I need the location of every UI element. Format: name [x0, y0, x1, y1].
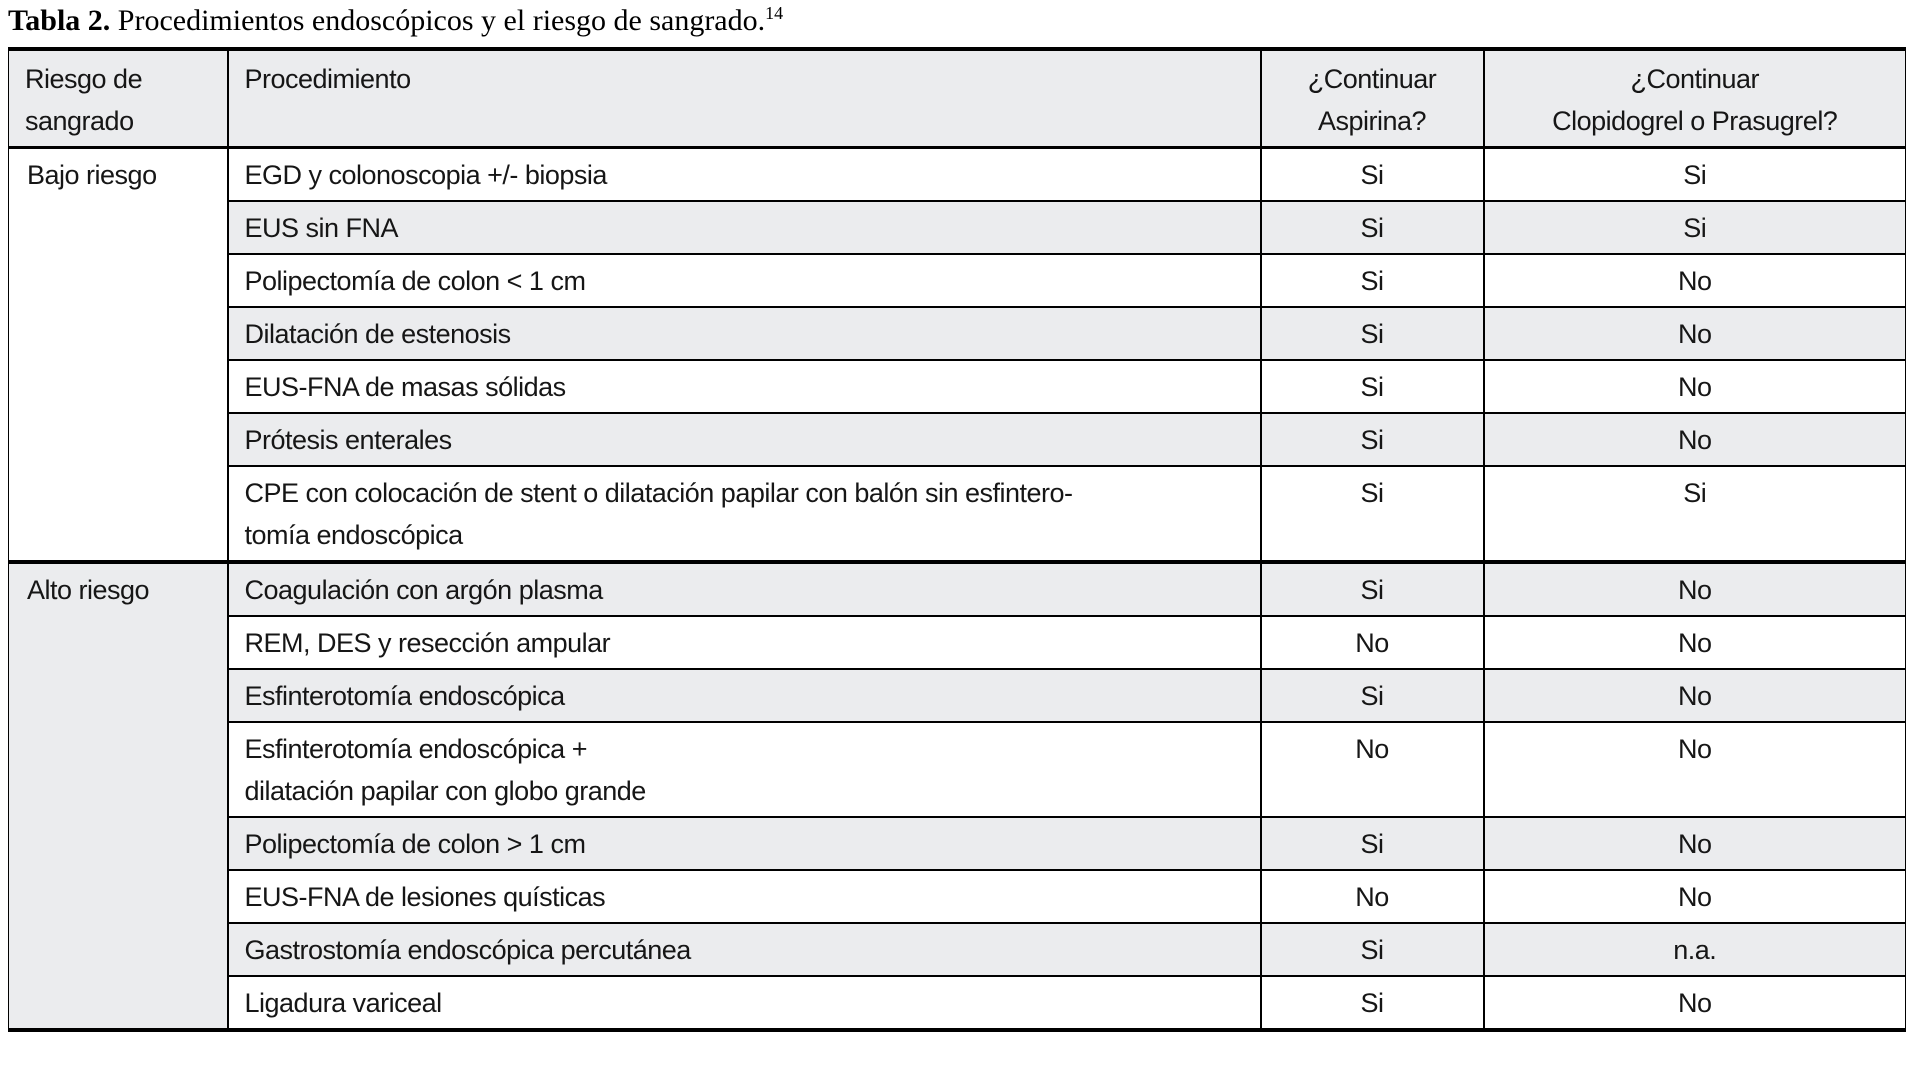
aspirin-cell: No — [1259, 869, 1484, 923]
clopidogrel-cell: No — [1482, 975, 1906, 1030]
column-header-procedure: Procedimiento — [226, 49, 1261, 149]
procedure-cell: Ligadura variceal — [226, 975, 1261, 1030]
table-row: Ligadura variceal Si No — [9, 975, 1906, 1030]
procedures-table: Riesgo de sangrado Procedimiento ¿Contin… — [8, 47, 1906, 1032]
procedure-cell: CPE con colocación de stent o dilatación… — [226, 465, 1261, 562]
table-row: EUS sin FNA Si Si — [9, 200, 1906, 254]
procedure-cell: Gastrostomía endoscópica percutánea — [226, 922, 1261, 976]
aspirin-cell: Si — [1259, 253, 1484, 307]
table-row: CPE con colocación de stent o dilatación… — [9, 465, 1906, 562]
column-header-risk: Riesgo de sangrado — [8, 49, 228, 149]
aspirin-cell: Si — [1259, 560, 1484, 616]
aspirin-cell: Si — [1259, 465, 1484, 562]
table-row: Polipectomía de colon > 1 cm Si No — [9, 816, 1906, 870]
clopidogrel-cell: No — [1482, 359, 1906, 413]
caption-reference: 14 — [765, 3, 784, 23]
procedure-cell: Polipectomía de colon > 1 cm — [226, 816, 1261, 870]
aspirin-cell: Si — [1259, 922, 1484, 976]
aspirin-cell: Si — [1259, 359, 1484, 413]
table-row: Prótesis enterales Si No — [9, 412, 1906, 466]
procedure-cell: EUS sin FNA — [226, 200, 1261, 254]
procedure-cell: EGD y colonoscopia +/- biopsia — [226, 146, 1261, 201]
header-row: Riesgo de sangrado Procedimiento ¿Contin… — [8, 49, 1906, 149]
aspirin-cell: Si — [1259, 146, 1484, 201]
table-row: REM, DES y resección ampular No No — [9, 615, 1906, 669]
column-header-clopidogrel: ¿Continuar Clopidogrel o Prasugrel? — [1482, 49, 1906, 149]
table-row: Alto riesgo Coagulación con argón plasma S… — [8, 560, 1906, 1030]
clopidogrel-cell: No — [1482, 412, 1906, 466]
procedure-cell: Dilatación de estenosis — [226, 306, 1261, 360]
clopidogrel-cell: No — [1482, 721, 1906, 817]
clopidogrel-cell: n.a. — [1482, 922, 1906, 976]
procedure-cell: EUS-FNA de lesiones quísticas — [226, 869, 1261, 923]
clopidogrel-cell: No — [1482, 615, 1906, 669]
table-body: Bajo riesgo EGD y colonoscopia +/- biopsi… — [8, 146, 1906, 1030]
clopidogrel-cell: No — [1482, 306, 1906, 360]
procedure-cell: Esfinterotomía endoscópica + dilatación … — [226, 721, 1261, 817]
clopidogrel-cell: No — [1482, 668, 1906, 722]
aspirin-cell: Si — [1259, 412, 1484, 466]
column-header-aspirin: ¿Continuar Aspirina? — [1259, 49, 1484, 149]
risk-group-cell: Alto riesgo — [8, 560, 228, 1030]
aspirin-cell: Si — [1259, 975, 1484, 1030]
caption-text: Procedimientos endoscópicos y el riesgo … — [110, 4, 766, 37]
aspirin-cell: Si — [1259, 200, 1484, 254]
table-row: Polipectomía de colon < 1 cm Si No — [9, 253, 1906, 307]
risk-group-cell: Bajo riesgo — [8, 146, 228, 562]
procedure-cell: Coagulación con argón plasma — [226, 560, 1261, 616]
table-row: Esfinterotomía endoscópica Si No — [9, 668, 1906, 722]
aspirin-cell: Si — [1259, 668, 1484, 722]
procedure-cell: REM, DES y resección ampular — [226, 615, 1261, 669]
table-row: EUS-FNA de masas sólidas Si No — [9, 359, 1906, 413]
clopidogrel-cell: No — [1482, 253, 1906, 307]
clopidogrel-cell: Si — [1482, 146, 1906, 201]
aspirin-cell: Si — [1259, 306, 1484, 360]
aspirin-cell: Si — [1259, 816, 1484, 870]
procedure-cell: EUS-FNA de masas sólidas — [226, 359, 1261, 413]
procedure-cell: Polipectomía de colon < 1 cm — [226, 253, 1261, 307]
clopidogrel-cell: No — [1482, 869, 1906, 923]
caption-label: Tabla 2. — [8, 4, 111, 37]
clopidogrel-cell: Si — [1482, 200, 1906, 254]
table-row: Bajo riesgo EGD y colonoscopia +/- biopsi… — [8, 146, 1906, 562]
clopidogrel-cell: No — [1482, 560, 1906, 616]
aspirin-cell: No — [1259, 721, 1484, 817]
table-row: Gastrostomía endoscópica percutánea Si n.a… — [9, 922, 1906, 976]
table-row: Esfinterotomía endoscópica + dilatación … — [9, 721, 1906, 817]
clopidogrel-cell: No — [1482, 816, 1906, 870]
aspirin-cell: No — [1259, 615, 1484, 669]
table-row: EUS-FNA de lesiones quísticas No No — [9, 869, 1906, 923]
procedure-cell: Prótesis enterales — [226, 412, 1261, 466]
clopidogrel-cell: Si — [1482, 465, 1906, 562]
table-row: Dilatación de estenosis Si No — [9, 306, 1906, 360]
procedure-cell: Esfinterotomía endoscópica — [226, 668, 1261, 722]
table-caption: Tabla 2. Procedimientos endoscópicos y e… — [8, 4, 1912, 38]
